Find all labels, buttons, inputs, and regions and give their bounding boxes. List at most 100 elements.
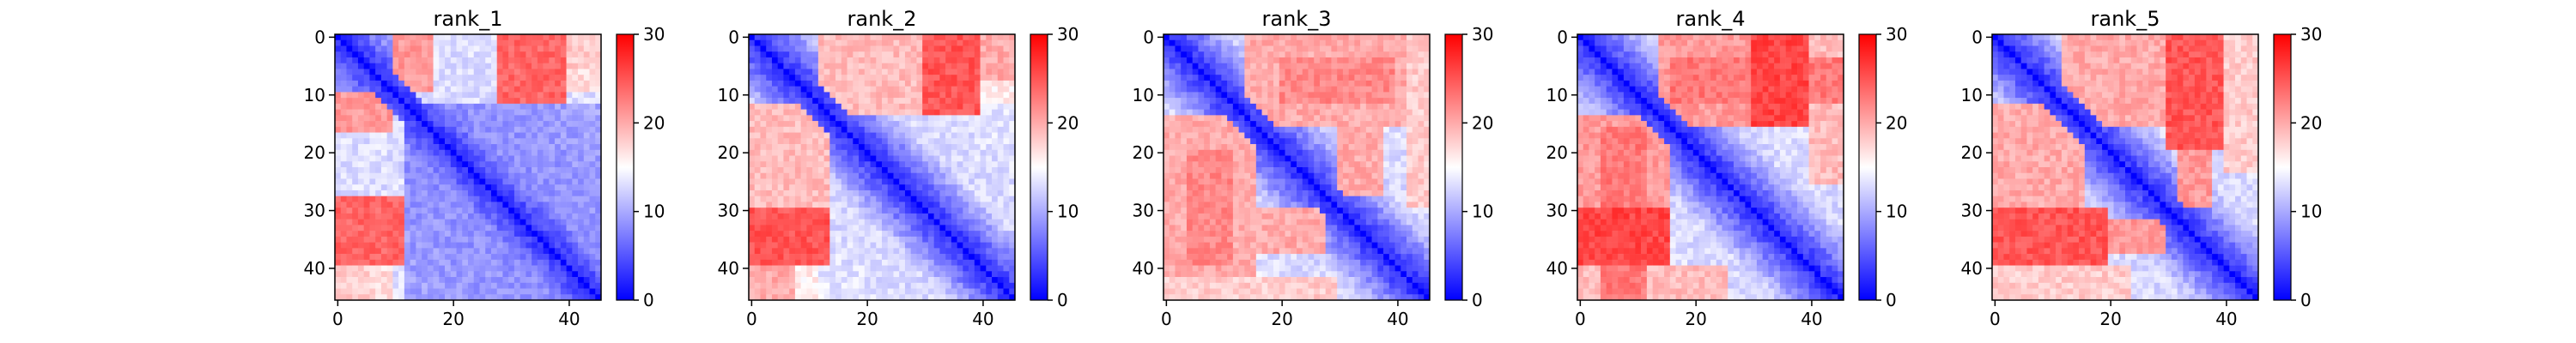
heatmap-cell [847,115,854,122]
heatmap-cell [1302,63,1309,69]
heatmap-cell [812,63,819,69]
heatmap-cell [1325,98,1332,105]
heatmap-cell [1204,98,1211,105]
heatmap-cell [532,138,538,145]
heatmap-cell [398,98,405,105]
heatmap-cell [853,144,860,151]
heatmap-cell [1388,75,1395,81]
heatmap-cell [777,57,784,63]
heatmap-cell [859,190,866,196]
heatmap-cell [771,196,778,202]
heatmap-cell [513,34,520,41]
heatmap-cell [922,63,929,69]
heatmap-cell [450,161,457,168]
heatmap-cell [910,63,917,69]
heatmap-cell [887,288,894,295]
heatmap-cell [1412,92,1419,99]
heatmap-cell [404,208,410,214]
heatmap-cell [760,161,767,168]
heatmap-cell [760,98,767,105]
heatmap-cell [473,265,480,272]
heatmap-cell [754,45,761,52]
heatmap-cell [927,213,934,220]
heatmap-cell [963,126,969,133]
heatmap-cell [335,242,342,249]
heatmap-cell [882,80,889,87]
heatmap-cell [560,277,567,284]
heatmap-cell [771,242,778,249]
heatmap-cell [1181,80,1188,87]
heatmap-cell [335,259,342,266]
heatmap-cell [1291,63,1297,69]
heatmap-cell [893,69,900,75]
heatmap-cell [519,63,526,69]
heatmap-cell [997,271,1004,278]
heatmap-cell [945,161,952,168]
heatmap-cell [1232,86,1239,93]
heatmap-cell [519,294,526,301]
heatmap-cell [789,196,796,202]
heatmap-cell [1169,121,1176,128]
heatmap-cell [340,265,347,272]
heatmap-cell [899,34,906,41]
heatmap-cell [916,254,923,261]
heatmap-cell [927,45,934,52]
heatmap-cell [997,213,1004,220]
heatmap-cell [904,248,911,255]
heatmap-cell [939,190,946,196]
heatmap-cell [1314,45,1321,52]
heatmap-cell [939,277,946,284]
heatmap-cell [508,213,515,220]
heatmap-cell [363,178,370,185]
heatmap-cell [445,126,452,133]
heatmap-cell [823,248,830,255]
heatmap-cell [346,265,353,272]
heatmap-cell [416,231,422,238]
heatmap-cell [997,265,1004,272]
heatmap-cell [945,144,952,151]
heatmap-cell [853,149,860,156]
heatmap-cell [864,69,871,75]
heatmap-cell [502,208,509,214]
heatmap-cell [335,144,342,151]
heatmap-cell [462,155,469,162]
heatmap-cell [749,121,756,128]
heatmap-cell [490,190,497,196]
heatmap-cell [375,86,382,93]
heatmap-cell [1319,51,1326,58]
heatmap-cell [835,167,842,174]
heatmap-cell [532,149,538,156]
heatmap-cell [754,132,761,139]
heatmap-cell [777,126,784,133]
heatmap-cell [439,248,446,255]
heatmap-cell [870,98,877,105]
heatmap-cell [1009,294,1016,301]
heatmap-cell [560,288,567,295]
heatmap-cell [771,236,778,243]
heatmap-cell [1400,34,1407,41]
heatmap-cell [1360,57,1367,63]
heatmap-cell [410,184,416,191]
heatmap-cell [980,219,987,226]
heatmap-cell [957,45,963,52]
heatmap-cell [1209,98,1216,105]
heatmap-cell [916,172,923,179]
heatmap-cell [427,144,434,151]
heatmap-cell [549,271,556,278]
heatmap-cell [992,149,999,156]
heatmap-cell [1209,45,1216,52]
heatmap-cell [777,167,784,174]
heatmap-cell [380,282,387,289]
heatmap-cell [922,45,929,52]
heatmap-cell [537,208,544,214]
heatmap-cell [526,75,532,81]
heatmap-cell [933,121,940,128]
heatmap-cell [583,288,590,295]
heatmap-cell [490,132,497,139]
heatmap-cell [1227,34,1234,41]
heatmap-cell [1244,121,1251,128]
heatmap-cell [945,34,952,41]
heatmap-cell [1412,69,1419,75]
heatmap-cell [473,196,480,202]
heatmap-cell [589,202,596,208]
